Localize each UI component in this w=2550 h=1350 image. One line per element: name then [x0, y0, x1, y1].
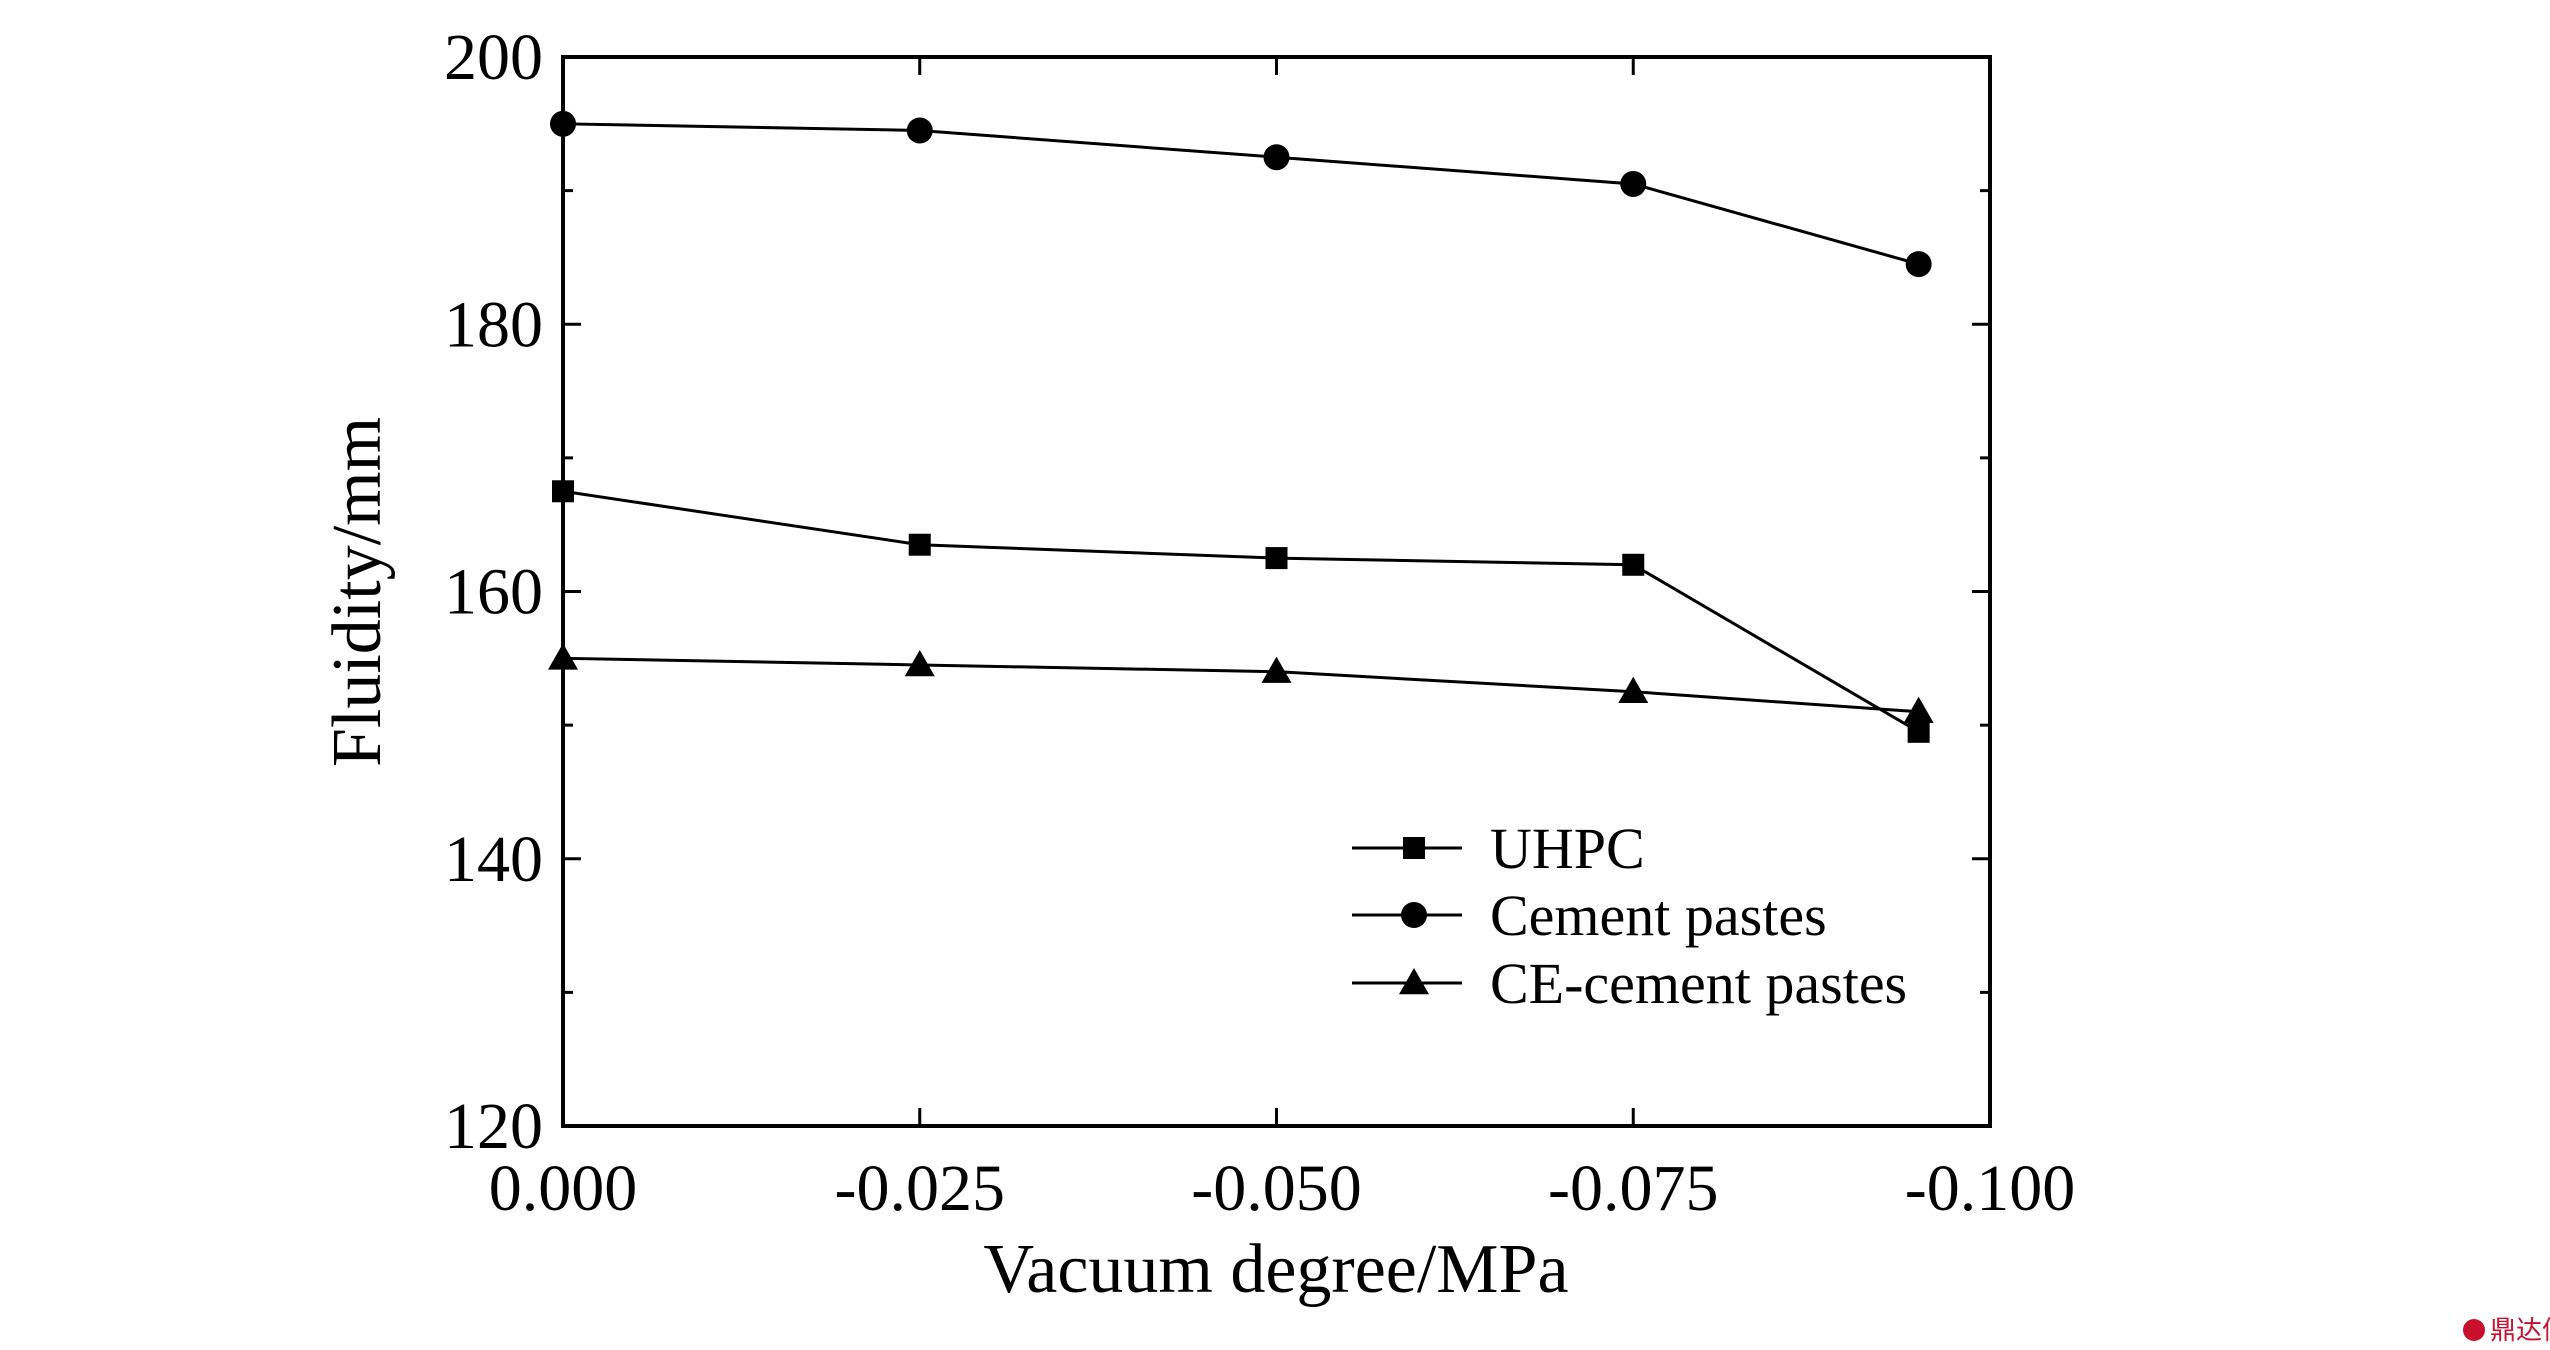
series-line-cement-pastes — [562, 122, 1920, 266]
legend-label: Cement pastes — [1490, 883, 1827, 948]
data-point-circle — [550, 110, 576, 137]
data-point-triangle — [548, 643, 578, 670]
data-point-triangle — [1261, 656, 1292, 683]
y-tick-label: 200 — [444, 21, 543, 94]
y-tick-label: 180 — [444, 288, 543, 361]
data-point-square — [552, 480, 574, 503]
x-axis-title: Vacuum degree/MPa — [983, 1231, 1568, 1308]
legend-marker-triangle — [1399, 968, 1429, 995]
data-point-square — [1622, 553, 1645, 576]
data-point-circle — [1263, 144, 1290, 171]
watermark-text: 鼎达信 — [2490, 1316, 2550, 1346]
data-point-triangle — [904, 649, 935, 677]
data-point-square — [1265, 547, 1288, 570]
x-tick-label: -0.025 — [835, 1152, 1005, 1225]
y-tick-label: 140 — [444, 823, 543, 896]
x-tick-label: -0.100 — [1905, 1152, 2075, 1225]
series-line-ce-cement-pastes — [562, 656, 1919, 714]
series-line-uhpc — [562, 489, 1920, 734]
data-point-circle — [1620, 170, 1647, 197]
x-tick-label: -0.075 — [1548, 1152, 1718, 1225]
y-tick-label: 120 — [444, 1090, 543, 1163]
watermark: 鼎达信 — [2463, 1316, 2550, 1346]
x-tick-label: 0.000 — [489, 1152, 638, 1225]
data-point-circle — [1905, 251, 1932, 278]
ddx-logo-icon — [2463, 1319, 2485, 1341]
y-tick-label: 160 — [444, 556, 543, 629]
legend-label: CE-cement pastes — [1490, 951, 1907, 1016]
data-point-square — [908, 533, 931, 556]
x-tick-labels: 0.000 -0.025 -0.050 -0.075 -0.100 — [489, 1152, 2075, 1225]
data-point-square — [1907, 720, 1930, 743]
legend-label: UHPC — [1490, 816, 1645, 881]
series-lines — [562, 122, 1920, 734]
axis-ticks — [561, 55, 1992, 1128]
legend-marker-square — [1403, 837, 1425, 859]
y-axis-title: Fluidity/mm — [319, 417, 396, 767]
data-point-circle — [906, 117, 933, 144]
y-tick-labels: 120 140 160 180 200 — [444, 21, 543, 1163]
data-point-triangle — [1618, 676, 1649, 703]
series-markers — [548, 110, 1934, 743]
data-point-triangle — [1903, 696, 1934, 724]
x-tick-label: -0.050 — [1191, 1152, 1361, 1225]
legend-marker-circle — [1401, 902, 1427, 928]
